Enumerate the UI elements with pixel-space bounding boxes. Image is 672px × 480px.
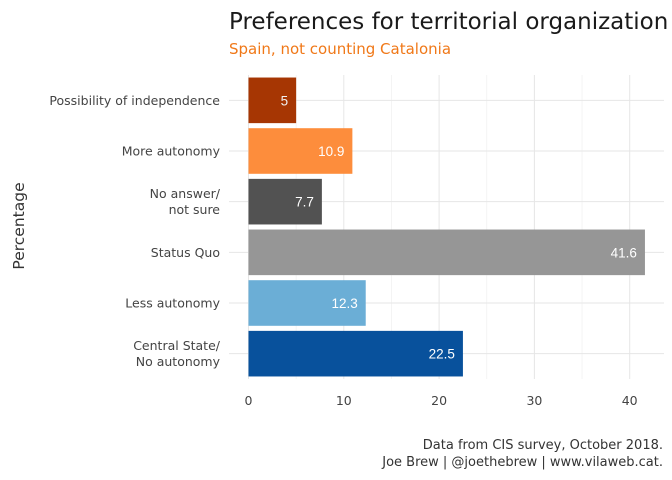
- chart-title: Preferences for territorial organization: [229, 9, 668, 35]
- caption-line-2: Joe Brew | @joethebrew | www.vilaweb.cat…: [381, 455, 663, 470]
- bar-value-labels: 5 10.9 7.7 41.6 12.3 22.5: [281, 93, 637, 361]
- x-tick-label: 40: [622, 393, 638, 408]
- bar: [248, 229, 645, 276]
- bar: [248, 330, 463, 377]
- bar: [248, 128, 353, 174]
- bars: [248, 77, 645, 377]
- y-axis-title: Percentage: [10, 182, 28, 269]
- x-tick-label: 20: [431, 393, 447, 408]
- x-axis-tick-labels: 0 10 20 30 40: [245, 393, 638, 408]
- bar: [248, 178, 322, 225]
- y-tick-label: No autonomy: [136, 354, 221, 369]
- y-tick-label: Central State/: [133, 338, 221, 353]
- x-tick-label: 10: [336, 393, 352, 408]
- y-tick-label: No answer/: [150, 186, 221, 201]
- x-tick-label: 0: [245, 393, 253, 408]
- bar-value-label: 22.5: [429, 347, 455, 362]
- y-tick-label: More autonomy: [122, 144, 221, 159]
- bar-value-label: 7.7: [295, 195, 314, 210]
- y-axis-tick-labels: Possibility of independence More autonomy…: [49, 93, 220, 369]
- bar-value-label: 5: [281, 93, 289, 108]
- y-tick-label: Possibility of independence: [49, 93, 220, 108]
- chart-subtitle: Spain, not counting Catalonia: [229, 40, 451, 58]
- bar: [248, 77, 297, 124]
- bar-value-label: 41.6: [611, 245, 637, 260]
- bar: [248, 280, 366, 326]
- caption-line-1: Data from CIS survey, October 2018.: [423, 438, 663, 453]
- bar-value-label: 10.9: [318, 144, 344, 159]
- y-tick-label: Less autonomy: [125, 296, 220, 311]
- bar-value-label: 12.3: [331, 296, 357, 311]
- y-tick-label: Status Quo: [151, 245, 220, 260]
- y-tick-label: not sure: [169, 202, 221, 217]
- x-tick-label: 30: [526, 393, 542, 408]
